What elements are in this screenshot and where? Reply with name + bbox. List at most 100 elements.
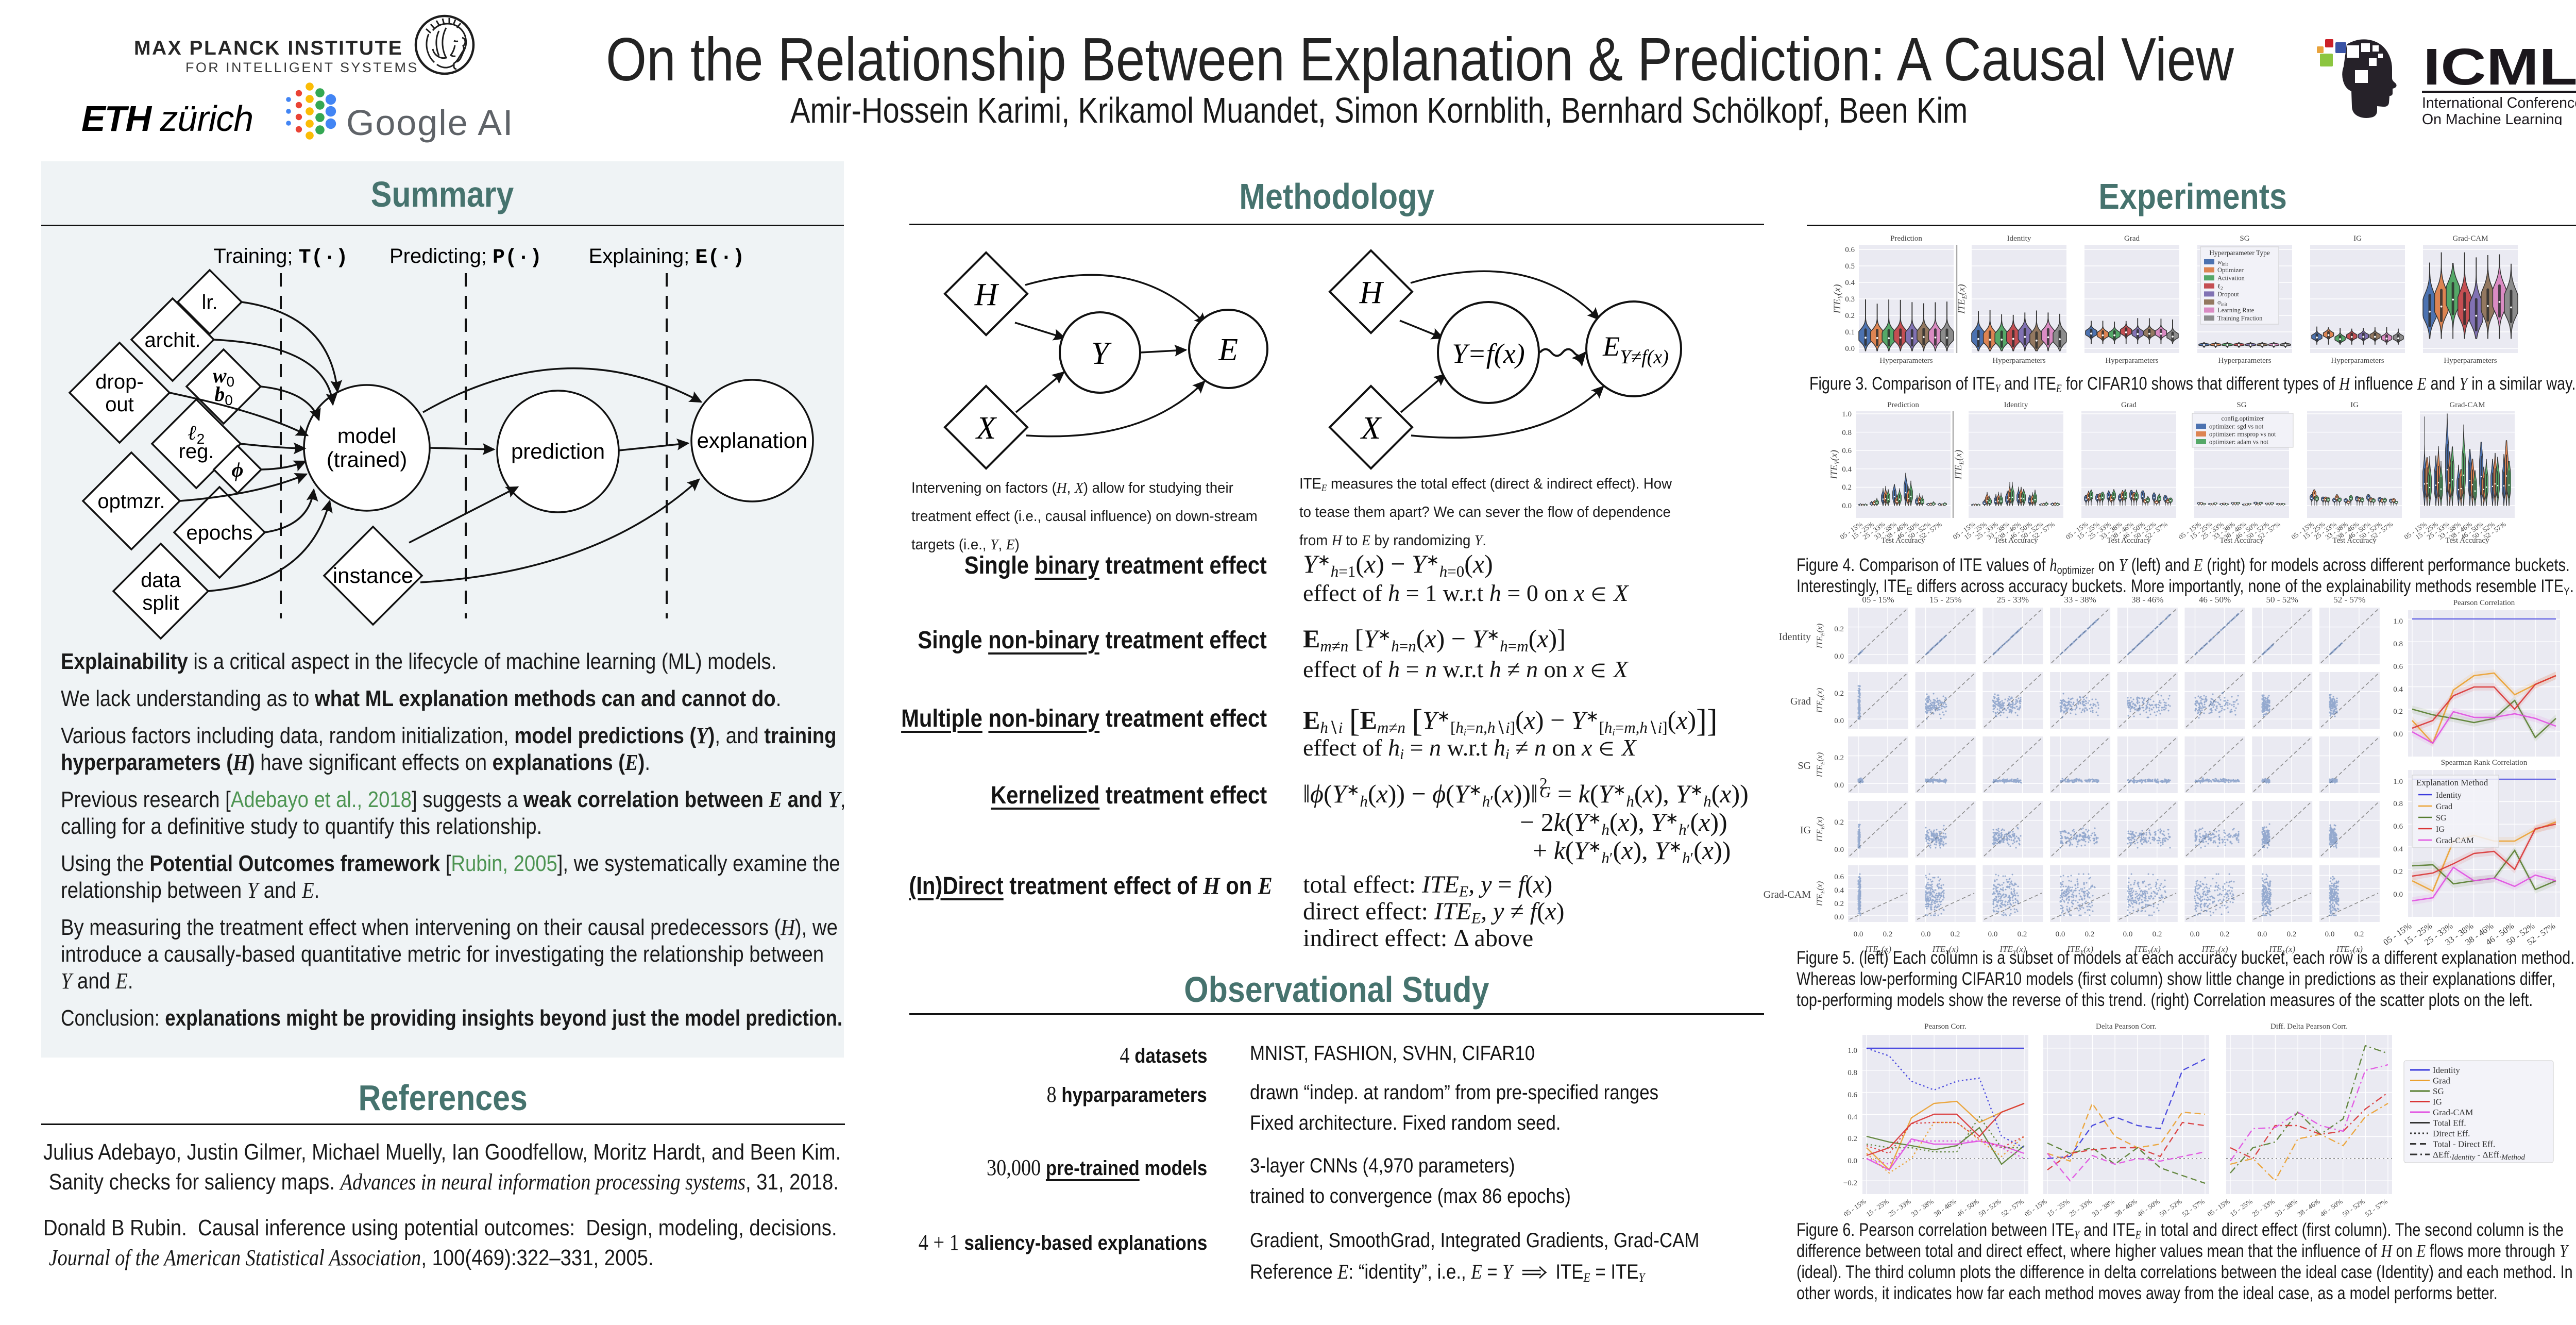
svg-text:ITEY(x): ITEY(x)	[1999, 944, 2026, 955]
svg-text:Hyperparameters: Hyperparameters	[2331, 357, 2384, 365]
svg-text:0.2: 0.2	[1848, 1135, 1857, 1143]
svg-text:reg.: reg.	[179, 440, 214, 463]
svg-text:Explaining; E(·): Explaining; E(·)	[589, 245, 745, 270]
svg-text:out: out	[105, 393, 134, 416]
svg-text:0.2: 0.2	[1845, 312, 1855, 320]
svg-text:0.0: 0.0	[1842, 502, 1852, 510]
svg-text:Explanation Method: Explanation Method	[2416, 778, 2488, 787]
svg-text:Grad: Grad	[2436, 802, 2452, 811]
svg-text:33 - 38%: 33 - 38%	[2064, 595, 2096, 605]
svg-text:Dropout: Dropout	[2217, 291, 2239, 298]
svg-text:SG: SG	[2236, 401, 2246, 409]
svg-text:ITEE(x): ITEE(x)	[1816, 881, 1826, 907]
svg-text:Identity: Identity	[2433, 1065, 2460, 1075]
svg-text:IG: IG	[2350, 401, 2359, 409]
svg-text:−0.2: −0.2	[1843, 1179, 1857, 1187]
svg-text:0.4: 0.4	[1845, 279, 1855, 287]
svg-text:prediction: prediction	[511, 439, 605, 463]
svg-text:0.4: 0.4	[1848, 1113, 1857, 1121]
svg-text:0.0: 0.0	[2393, 891, 2403, 899]
svg-text:Test Accuracy: Test Accuracy	[2332, 536, 2377, 545]
svg-text:Total - Direct Eff.: Total - Direct Eff.	[2433, 1139, 2495, 1149]
svg-text:ITEE(x): ITEE(x)	[1953, 450, 1965, 480]
svg-text:ITEY(x): ITEY(x)	[1932, 944, 1959, 955]
svg-text:0.0: 0.0	[1834, 846, 1844, 854]
svg-text:15 - 25%: 15 - 25%	[2229, 1197, 2254, 1218]
svg-text:0.2: 0.2	[2287, 930, 2297, 938]
svg-text:0.6: 0.6	[2393, 663, 2403, 671]
svg-text:Prediction: Prediction	[1887, 401, 1919, 409]
svg-text:52 - 57%: 52 - 57%	[2364, 1197, 2389, 1218]
svg-text:0.2: 0.2	[1834, 625, 1844, 633]
svg-text:0.0: 0.0	[1988, 930, 1998, 938]
svg-text:International Conference: International Conference	[2422, 95, 2576, 111]
svg-text:config.optimizer: config.optimizer	[2222, 415, 2265, 422]
svg-text:Hyperparameters: Hyperparameters	[2218, 357, 2271, 365]
svg-text:0.4: 0.4	[2393, 685, 2403, 694]
svg-text:X: X	[1360, 411, 1382, 446]
svg-text:05 - 15%: 05 - 15%	[2023, 1197, 2048, 1218]
svg-text:05 - 15%: 05 - 15%	[1842, 1197, 1868, 1218]
svg-text:0.0: 0.0	[2393, 730, 2403, 739]
svg-text:ICML: ICML	[2423, 38, 2576, 96]
svg-text:Activation: Activation	[2217, 275, 2245, 282]
svg-text:Grad-CAM: Grad-CAM	[2452, 234, 2488, 243]
svg-text:ITEY(x): ITEY(x)	[1832, 284, 1844, 314]
svg-text:Identity: Identity	[2436, 791, 2462, 800]
svg-text:15 - 25%: 15 - 25%	[1865, 1197, 1890, 1218]
svg-text:Identity: Identity	[1779, 631, 1811, 643]
svg-text:drop-: drop-	[95, 371, 143, 393]
svg-text:ITEY(x): ITEY(x)	[2201, 944, 2228, 955]
svg-text:0.2: 0.2	[2018, 930, 2027, 938]
svg-text:15 - 25%: 15 - 25%	[2046, 1197, 2071, 1218]
svg-text:optmzr.: optmzr.	[97, 490, 165, 513]
svg-text:0.6: 0.6	[1848, 1091, 1857, 1099]
svg-text:50 - 52%: 50 - 52%	[2341, 1197, 2366, 1218]
svg-text:38 - 46%: 38 - 46%	[2296, 1197, 2321, 1218]
svg-text:46 - 50%: 46 - 50%	[1955, 1197, 1980, 1218]
svg-text:ℓ2: ℓ2	[2217, 282, 2223, 291]
svg-text:winit: winit	[2217, 259, 2228, 267]
svg-text:50 - 52%: 50 - 52%	[1977, 1197, 2003, 1218]
svg-text:ITEY(x): ITEY(x)	[1829, 450, 1841, 480]
svg-text:46 - 50%: 46 - 50%	[2136, 1197, 2161, 1218]
svg-text:Test Accuracy: Test Accuracy	[1994, 536, 2038, 545]
svg-text:0.2: 0.2	[1842, 483, 1852, 492]
svg-text:0.2: 0.2	[2153, 930, 2162, 938]
svg-text:ITEE(x): ITEE(x)	[1816, 817, 1826, 843]
svg-text:(trained): (trained)	[327, 447, 407, 472]
svg-text:ITEY(x): ITEY(x)	[1865, 944, 1891, 955]
svg-text:optimizer: rmsprop vs not: optimizer: rmsprop vs not	[2209, 431, 2276, 438]
svg-text:IG: IG	[2433, 1097, 2442, 1107]
svg-text:SG: SG	[2436, 814, 2447, 823]
svg-text:0.8: 0.8	[1848, 1069, 1857, 1077]
svg-text:Learning Rate: Learning Rate	[2217, 307, 2255, 314]
svg-text:Identity: Identity	[2004, 401, 2028, 409]
svg-text:ITEE(x): ITEE(x)	[1816, 624, 1826, 649]
svg-text:0.8: 0.8	[2393, 800, 2403, 808]
svg-text:0.0: 0.0	[1834, 781, 1844, 790]
svg-text:H: H	[974, 277, 999, 312]
svg-text:Delta Pearson Corr.: Delta Pearson Corr.	[2096, 1022, 2157, 1031]
svg-text:0.0: 0.0	[1834, 913, 1844, 921]
svg-text:data: data	[141, 569, 181, 592]
svg-text:38 - 46%: 38 - 46%	[1933, 1197, 1958, 1218]
svg-text:05 - 15%: 05 - 15%	[2206, 1197, 2231, 1218]
svg-text:0.2: 0.2	[2220, 930, 2230, 938]
svg-text:IG: IG	[1800, 825, 1811, 836]
svg-text:Grad: Grad	[1790, 696, 1811, 707]
svg-text:52 - 57%: 52 - 57%	[2181, 1197, 2206, 1218]
svg-text:Pearson Corr.: Pearson Corr.	[1924, 1022, 1967, 1031]
svg-text:0.6: 0.6	[1845, 246, 1855, 254]
svg-text:Training; T(·): Training; T(·)	[213, 245, 348, 270]
svg-text:0.2: 0.2	[2085, 930, 2095, 938]
svg-text:38 - 46%: 38 - 46%	[2113, 1197, 2139, 1218]
svg-text:On Machine Learning: On Machine Learning	[2422, 111, 2563, 125]
svg-text:Test Accuracy: Test Accuracy	[2107, 536, 2151, 545]
svg-text:52 - 57%: 52 - 57%	[2000, 1197, 2025, 1218]
svg-text:0.0: 0.0	[1834, 652, 1844, 661]
svg-text:Spearman Rank Correlation: Spearman Rank Correlation	[2441, 759, 2528, 767]
svg-text:0.0: 0.0	[2325, 930, 2335, 938]
svg-text:0.6: 0.6	[2393, 823, 2403, 831]
svg-text:ϕ: ϕ	[231, 458, 243, 481]
